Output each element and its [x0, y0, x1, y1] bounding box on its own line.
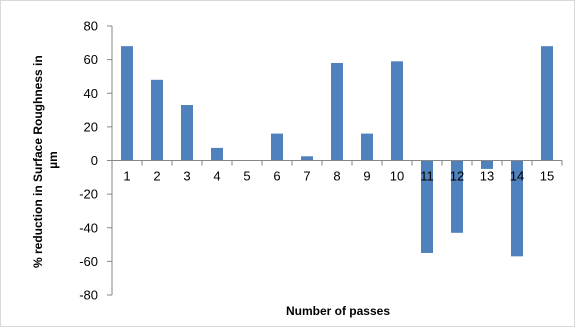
bar-12 — [451, 160, 463, 233]
bars — [121, 46, 553, 257]
bar-1 — [121, 46, 133, 161]
y-tick-label: 60 — [84, 52, 98, 67]
x-tick-label: 8 — [333, 169, 340, 184]
x-tick-label: 13 — [480, 169, 494, 184]
x-tick-label: 5 — [243, 169, 250, 184]
x-tick-label: 4 — [213, 169, 220, 184]
x-axis-ticks: 1 2 3 4 5 6 7 8 9 10 11 12 13 14 15 — [111, 160, 563, 184]
y-tick-label: 0 — [91, 153, 98, 168]
x-tick-label: 11 — [420, 169, 434, 184]
x-tick-label: 10 — [390, 169, 404, 184]
x-tick-label: 7 — [303, 169, 310, 184]
y-tick-label: 40 — [84, 86, 98, 101]
y-axis-title-line-1: % reduction in Surface Roughness in — [31, 55, 45, 268]
y-tick-label: -20 — [79, 187, 98, 202]
bar-15 — [541, 46, 553, 161]
bar-8 — [331, 62, 343, 161]
bar-13 — [481, 160, 493, 169]
x-tick-label: 15 — [540, 169, 554, 184]
y-axis-ticks: -80 -60 -40 -20 0 20 40 60 80 — [79, 19, 112, 303]
bar-7 — [301, 156, 313, 161]
x-tick-label: 2 — [153, 169, 160, 184]
x-tick-label: 14 — [510, 169, 524, 184]
y-tick-label: -40 — [79, 220, 98, 235]
x-tick-label: 9 — [363, 169, 370, 184]
bar-4 — [211, 147, 223, 161]
bar-11 — [421, 160, 433, 253]
y-axis-title: % reduction in Surface Roughness in µm — [31, 52, 60, 268]
x-axis-title: Number of passes — [286, 304, 390, 318]
bar-10 — [391, 61, 403, 161]
bar-6 — [271, 133, 283, 161]
x-tick-label: 1 — [123, 169, 130, 184]
bar-3 — [181, 105, 193, 161]
bar-9 — [361, 133, 373, 161]
x-tick-label: 6 — [273, 169, 280, 184]
y-tick-label: -60 — [79, 254, 98, 269]
y-axis-title-line-2: µm — [46, 151, 60, 169]
x-tick-label: 12 — [450, 169, 464, 184]
bar-2 — [151, 79, 163, 161]
y-tick-label: 80 — [84, 19, 98, 34]
y-tick-label: 20 — [84, 119, 98, 134]
bar-14 — [511, 160, 523, 257]
x-tick-label: 3 — [183, 169, 190, 184]
y-tick-label: -80 — [79, 288, 98, 303]
